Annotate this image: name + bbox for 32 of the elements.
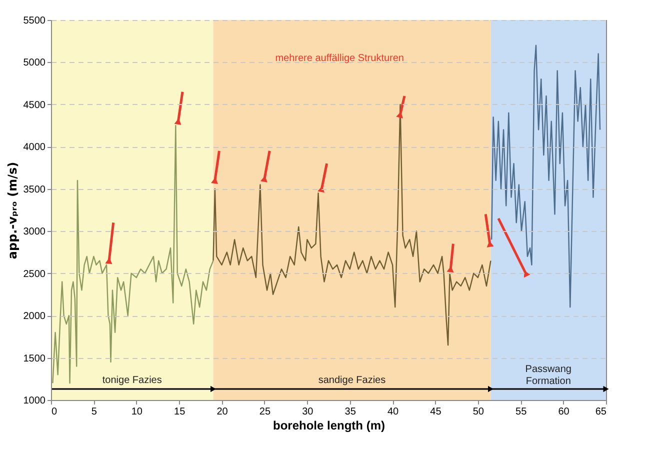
y-axis-title: app.-vₚᵣₒ (m/s) bbox=[5, 162, 20, 260]
x-tick-label: 40 bbox=[387, 406, 400, 418]
y-tick-label: 2500 bbox=[23, 268, 46, 280]
x-tick-label: 65 bbox=[595, 406, 607, 418]
x-axis-title: borehole length (m) bbox=[273, 418, 385, 432]
x-tick-label: 30 bbox=[302, 406, 314, 418]
annotation: mehrere auffällige Strukturen bbox=[275, 53, 404, 64]
y-tick-label: 2000 bbox=[23, 311, 46, 322]
x-tick-label: 10 bbox=[131, 406, 143, 418]
band-label: sandige Fazies bbox=[318, 375, 386, 386]
x-tick-label: 15 bbox=[174, 406, 186, 418]
x-tick-label: 60 bbox=[558, 406, 570, 418]
band-label: tonige Fazies bbox=[102, 375, 162, 386]
x-tick-label: 20 bbox=[216, 406, 228, 418]
x-tick-label: 50 bbox=[472, 406, 484, 418]
x-tick-label: 5 bbox=[91, 406, 98, 418]
band-label: Passwang Formation bbox=[525, 364, 572, 387]
y-tick-label: 4500 bbox=[23, 100, 46, 111]
line-series bbox=[490, 44, 601, 308]
line-series bbox=[212, 104, 492, 346]
x-tick-label: 45 bbox=[430, 406, 442, 418]
y-tick-label: 5000 bbox=[23, 58, 46, 69]
y-tick-label: 3500 bbox=[23, 184, 46, 196]
y-tick-label: 3000 bbox=[23, 226, 46, 238]
x-tick-label: 25 bbox=[259, 406, 271, 418]
y-tick-label: 1500 bbox=[23, 353, 46, 364]
y-tick-label: 1000 bbox=[23, 396, 46, 406]
y-tick-label: 5500 bbox=[23, 16, 46, 26]
x-tick-label: 0 bbox=[52, 406, 58, 418]
x-tick-label: 35 bbox=[344, 406, 356, 418]
x-tick-label: 55 bbox=[516, 406, 528, 418]
y-tick-label: 4000 bbox=[23, 142, 46, 154]
